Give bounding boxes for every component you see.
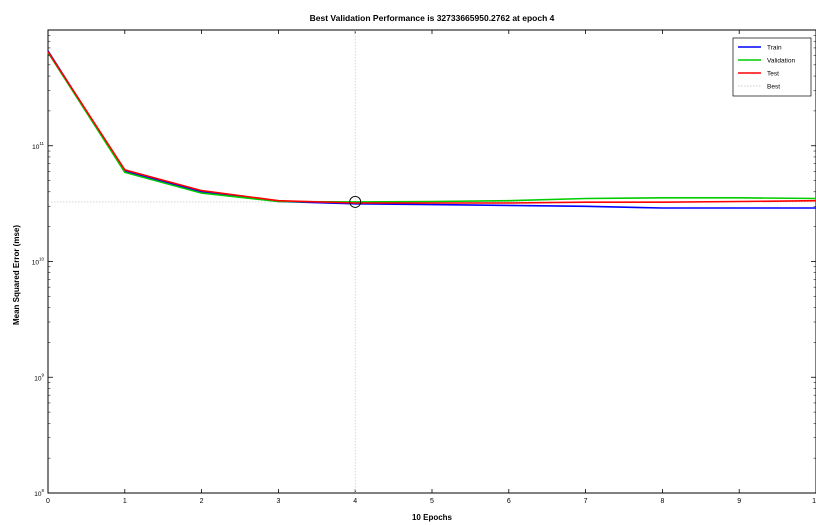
y-tick-label: 109 [34, 372, 44, 382]
x-tick-label: 4 [353, 498, 357, 505]
y-tick-label: 1010 [32, 257, 45, 267]
x-tick-label: 7 [584, 498, 588, 505]
x-tick-label: 3 [276, 498, 280, 505]
x-tick-label: 9 [737, 498, 741, 505]
y-tick-label: 108 [34, 488, 44, 498]
legend-label-best: Best [767, 84, 780, 91]
legend: Train Validation Test Best [732, 37, 812, 97]
x-tick-label: 10 [812, 498, 816, 505]
x-tick-label: 6 [507, 498, 511, 505]
x-tick-label: 8 [660, 498, 664, 505]
series-line-validation [47, 51, 816, 203]
y-axis-label: Mean Squared Error (mse) [12, 225, 21, 325]
series-line-test [47, 51, 816, 204]
x-tick-label: 1 [123, 498, 127, 505]
x-axis-label: 10 Epochs [412, 513, 453, 522]
y-tick-label: 1011 [32, 141, 44, 151]
series-line-train [47, 50, 816, 209]
best-point-marker [349, 195, 362, 208]
legend-label-validation: Validation [767, 58, 795, 65]
x-tick-label: 2 [200, 498, 204, 505]
series-layer [47, 30, 816, 493]
plot-area-frame [47, 29, 816, 494]
x-tick-label: 5 [430, 498, 434, 505]
legend-label-train: Train [767, 45, 782, 52]
plot-axes: 0 1 2 3 4 5 6 7 8 9 10 108 109 1010 1011 [32, 29, 816, 505]
chart-title: Best Validation Performance is 327336659… [310, 13, 555, 23]
x-tick-label: 0 [46, 498, 50, 505]
legend-label-test: Test [767, 71, 779, 78]
